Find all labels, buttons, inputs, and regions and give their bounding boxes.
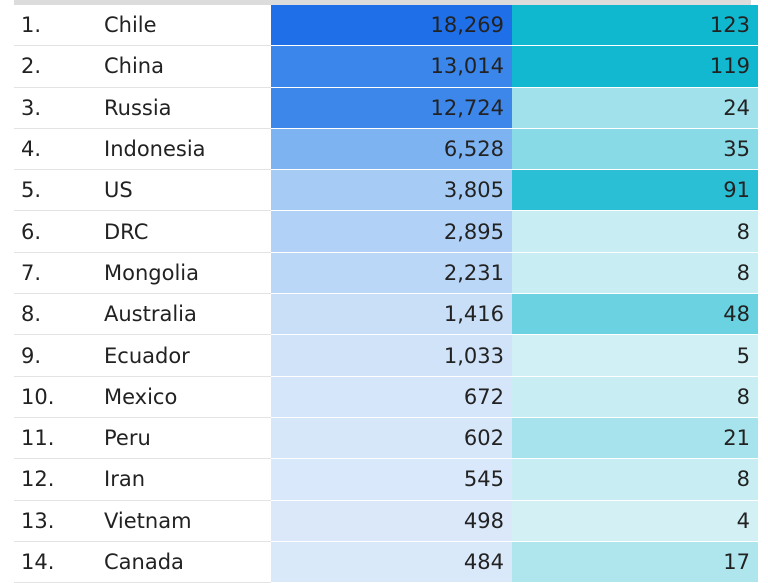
- country-cell: Russia: [104, 87, 271, 129]
- table-row: 6. DRC 2,895 8: [14, 210, 758, 253]
- rank-cell: 7.: [14, 252, 104, 295]
- header-strip: [14, 0, 751, 5]
- table-row: 11. Peru 602 21: [14, 417, 758, 460]
- value-a-cell: 12,724: [271, 87, 512, 129]
- rank-cell: 4.: [14, 128, 104, 171]
- country-cell: Indonesia: [104, 128, 271, 171]
- country-cell: Ecuador: [104, 334, 271, 377]
- value-b-cell: 5: [512, 334, 758, 377]
- value-a-cell: 498: [271, 500, 512, 542]
- value-b-cell: 48: [512, 293, 758, 336]
- rank-cell: 5.: [14, 169, 104, 212]
- value-a-cell: 545: [271, 458, 512, 501]
- rank-cell: 6.: [14, 210, 104, 253]
- country-cell: China: [104, 45, 271, 88]
- value-b-cell: 21: [512, 417, 758, 460]
- value-a-cell: 1,416: [271, 293, 512, 336]
- rank-cell: 12.: [14, 458, 104, 501]
- rank-cell: 8.: [14, 293, 104, 336]
- value-a-cell: 1,033: [271, 334, 512, 377]
- table-row: 8. Australia 1,416 48: [14, 293, 758, 336]
- table-row: 10. Mexico 672 8: [14, 376, 758, 418]
- table-row: 13. Vietnam 498 4: [14, 500, 758, 542]
- table-row: 9. Ecuador 1,033 5: [14, 334, 758, 377]
- country-cell: Chile: [104, 5, 271, 47]
- value-a-cell: 13,014: [271, 45, 512, 88]
- value-a-cell: 602: [271, 417, 512, 460]
- country-cell: Australia: [104, 293, 271, 336]
- rank-cell: 9.: [14, 334, 104, 377]
- value-b-cell: 119: [512, 45, 758, 88]
- value-a-cell: 6,528: [271, 128, 512, 171]
- table-row: 3. Russia 12,724 24: [14, 87, 758, 129]
- country-cell: Mexico: [104, 376, 271, 418]
- value-b-cell: 123: [512, 5, 758, 47]
- country-cell: DRC: [104, 210, 271, 253]
- value-b-cell: 8: [512, 458, 758, 501]
- table-row: 1. Chile 18,269 123: [14, 5, 758, 47]
- country-cell: US: [104, 169, 271, 212]
- country-cell: Vietnam: [104, 500, 271, 542]
- rank-cell: 10.: [14, 376, 104, 418]
- value-a-cell: 2,231: [271, 252, 512, 295]
- table-row: 7. Mongolia 2,231 8: [14, 252, 758, 295]
- value-b-cell: 4: [512, 500, 758, 542]
- country-cell: Peru: [104, 417, 271, 460]
- value-a-cell: 18,269: [271, 5, 512, 47]
- rank-cell: 14.: [14, 541, 104, 583]
- table-row: 5. US 3,805 91: [14, 169, 758, 212]
- table-row: 14. Canada 484 17: [14, 541, 758, 583]
- value-b-cell: 17: [512, 541, 758, 583]
- value-b-cell: 8: [512, 252, 758, 295]
- value-b-cell: 24: [512, 87, 758, 129]
- value-b-cell: 8: [512, 210, 758, 253]
- rank-cell: 11.: [14, 417, 104, 460]
- value-a-cell: 3,805: [271, 169, 512, 212]
- country-cell: Mongolia: [104, 252, 271, 295]
- data-table: 1. Chile 18,269 123 2. China 13,014 119 3. Russia…: [14, 5, 758, 583]
- rank-cell: 1.: [14, 5, 104, 47]
- rank-cell: 2.: [14, 45, 104, 88]
- value-b-cell: 91: [512, 169, 758, 212]
- table-row: 4. Indonesia 6,528 35: [14, 128, 758, 171]
- rank-cell: 3.: [14, 87, 104, 129]
- table-row: 2. China 13,014 119: [14, 45, 758, 88]
- country-cell: Iran: [104, 458, 271, 501]
- value-a-cell: 2,895: [271, 210, 512, 253]
- rank-cell: 13.: [14, 500, 104, 542]
- value-b-cell: 8: [512, 376, 758, 418]
- value-a-cell: 484: [271, 541, 512, 583]
- table-row: 12. Iran 545 8: [14, 458, 758, 501]
- value-b-cell: 35: [512, 128, 758, 171]
- country-cell: Canada: [104, 541, 271, 583]
- value-a-cell: 672: [271, 376, 512, 418]
